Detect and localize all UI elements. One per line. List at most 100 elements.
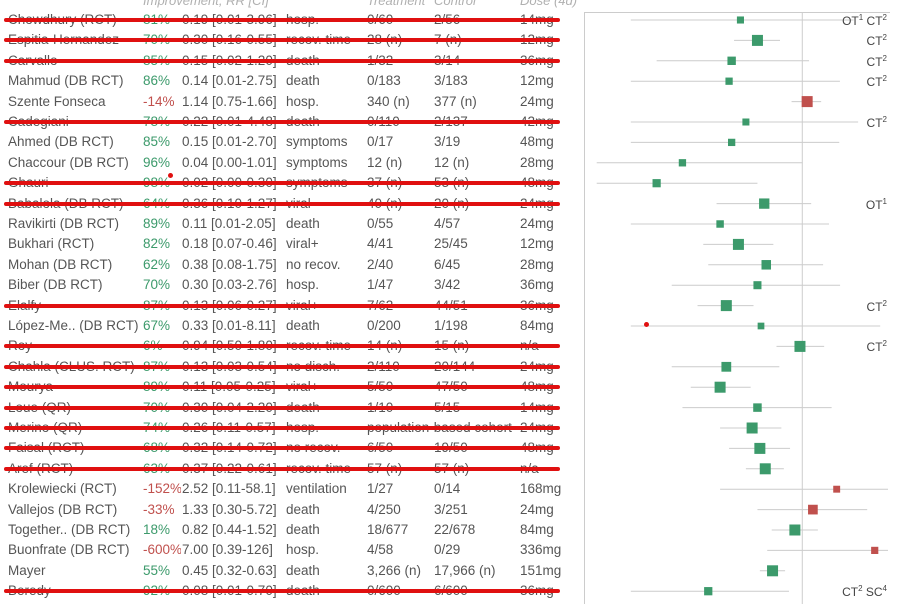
improvement-value: -14% <box>143 93 175 109</box>
outcome-value: death <box>286 73 320 89</box>
improvement-value: 82% <box>143 236 171 252</box>
control-value: 12 (n) <box>434 154 470 170</box>
table-row: Espitia-Hernandez70%0.30 [0.16-0.55]reco… <box>0 30 580 50</box>
treatment-value: 4/41 <box>367 236 394 252</box>
study-name: Szente Fonseca <box>8 93 106 109</box>
table-row: Mourya89%0.11 [0.05-0.25]viral+5/5047/50… <box>0 377 580 397</box>
table-row: Together.. (DB RCT) 18% 0.82 [0.44-1.52] de… <box>0 520 580 540</box>
rr-ci-value: 2.52 [0.11-58.1] <box>182 481 276 497</box>
strikethrough-line <box>4 120 560 124</box>
table-row: Biber (DB RCT) 70% 0.30 [0.03-2.76] hosp. 1/… <box>0 275 580 295</box>
annotation-dot <box>644 322 649 327</box>
treatment-value: 12 (n) <box>367 154 403 170</box>
study-name: Ravikirti (DB RCT) <box>8 216 119 231</box>
rr-ci-value: 0.33 [0.01-8.11] <box>182 318 276 333</box>
effect-marker <box>727 56 736 65</box>
dose-value: 84mg <box>520 522 554 537</box>
dose-value: 24mg <box>520 216 554 231</box>
dose-value: 12mg <box>520 73 554 89</box>
header-improvement: Improvement, RR [CI] <box>143 0 269 8</box>
table-row: Faisal (RCT)68%0.32 [0.14-0.72]no recov.… <box>0 438 580 458</box>
table-row: Bukhari (RCT) 82% 0.18 [0.07-0.46] viral+ 4/… <box>0 234 580 254</box>
effect-marker <box>652 179 661 188</box>
outcome-value: hosp. <box>286 277 320 293</box>
strikethrough-line <box>4 344 560 349</box>
rr-ci-value: 0.38 [0.08-1.75] <box>182 256 277 272</box>
dose-value: 48mg <box>520 134 554 150</box>
study-name: Mayer <box>8 562 46 578</box>
table-row: Roy6%0.94 [0.50-1.80]recov. time14 (n)15… <box>0 336 580 356</box>
outcome-value: death <box>286 562 320 578</box>
control-value: 1/198 <box>434 318 468 333</box>
table-row: Ghauri98%0.02 [0.00-0.30]symptoms37 (n)5… <box>0 173 580 193</box>
dose-value: 24mg <box>520 501 554 517</box>
improvement-value: 70% <box>143 277 171 293</box>
table-row: Krolewiecki (RCT) -152% 2.52 [0.11-58.1] ve… <box>0 479 580 499</box>
treatment-value: 18/677 <box>367 522 409 537</box>
rr-ci-value: 0.30 [0.03-2.76] <box>182 277 277 293</box>
outcome-value: death <box>286 522 320 537</box>
treatment-value: 4/250 <box>367 501 401 517</box>
effect-marker <box>759 198 770 209</box>
effect-marker <box>808 504 818 515</box>
outcome-value: death <box>286 501 320 517</box>
annotation-dot <box>168 173 173 178</box>
strikethrough-line <box>4 405 560 410</box>
table-row: Buonfrate (DB RCT) -600% 7.00 [0.39-126] ho… <box>0 540 580 560</box>
effect-marker <box>704 587 713 596</box>
rr-ci-value: 0.45 [0.32-0.63] <box>182 562 277 578</box>
study-name: Ahmed (DB RCT) <box>8 134 114 150</box>
effect-marker <box>789 524 801 536</box>
control-value: 0/14 <box>434 481 461 497</box>
effect-marker <box>759 463 771 475</box>
strikethrough-line <box>4 303 560 308</box>
treatment-value: 340 (n) <box>367 93 410 109</box>
treatment-value: 1/47 <box>367 277 394 293</box>
outcome-value: viral+ <box>286 236 319 252</box>
study-name: Mohan (DB RCT) <box>8 256 113 272</box>
effect-marker <box>751 34 763 46</box>
effect-marker <box>761 260 772 270</box>
outcome-value: death <box>286 318 320 333</box>
table-row: Beredy92%0.08 [0.01-0.70]death0/6006/600… <box>0 581 580 601</box>
strikethrough-line <box>4 38 560 43</box>
table-row: Aref (RCT)63%0.37 [0.22-0.61]recov. time… <box>0 459 580 479</box>
study-name: Biber (DB RCT) <box>8 277 103 293</box>
header-control: Control <box>434 0 476 8</box>
study-badge: CT2 SC4 <box>842 584 887 600</box>
treatment-value: 0/200 <box>367 318 401 333</box>
dose-value: 168mg <box>520 481 562 497</box>
rr-ci-value: 0.04 [0.00-1.01] <box>182 154 277 170</box>
table-row: Mahmud (DB RCT) 86% 0.14 [0.01-2.75] death 0… <box>0 71 580 91</box>
strikethrough-line <box>4 446 560 451</box>
table-row: Chowdhury (RCT)81%0.19 [0.01-3.96]hosp.0… <box>0 10 580 30</box>
outcome-value: no recov. <box>286 256 341 272</box>
effect-marker <box>871 546 879 554</box>
treatment-value: 3,266 (n) <box>367 562 422 578</box>
table-row: Szente Fonseca -14% 1.14 [0.75-1.66] hosp. 3… <box>0 92 580 112</box>
table-row: Chahla (CLUS. RCT)87%0.13 [0.03-0.54]no … <box>0 357 580 377</box>
study-badge: CT2 <box>866 115 887 130</box>
dose-value: 336mg <box>520 542 562 558</box>
table-row: Babalola (DB RCT)64%0.36 [0.10-1.27]vira… <box>0 194 580 214</box>
effect-marker <box>742 118 750 126</box>
outcome-value: hosp. <box>286 542 320 558</box>
table-row: Chaccour (DB RCT) 96% 0.04 [0.00-1.01] symp… <box>0 153 580 173</box>
study-name: Buonfrate (DB RCT) <box>8 542 130 558</box>
control-value: 4/57 <box>434 216 461 231</box>
effect-marker <box>725 77 733 85</box>
effect-marker <box>801 96 813 108</box>
effect-marker <box>753 281 762 290</box>
improvement-value: -33% <box>143 501 175 517</box>
treatment-value: 0/17 <box>367 134 394 150</box>
outcome-value: death <box>286 216 320 231</box>
improvement-value: 86% <box>143 73 171 89</box>
strikethrough-line <box>4 385 560 390</box>
effect-marker <box>714 381 726 393</box>
control-value: 22/678 <box>434 522 476 537</box>
treatment-value: 1/27 <box>367 481 394 497</box>
rr-ci-value: 0.15 [0.01-2.70] <box>182 134 277 150</box>
table-row: Ahmed (DB RCT) 85% 0.15 [0.01-2.70] symptom… <box>0 132 580 152</box>
strikethrough-line <box>4 181 560 186</box>
rr-ci-value: 0.11 [0.01-2.05] <box>182 216 276 231</box>
